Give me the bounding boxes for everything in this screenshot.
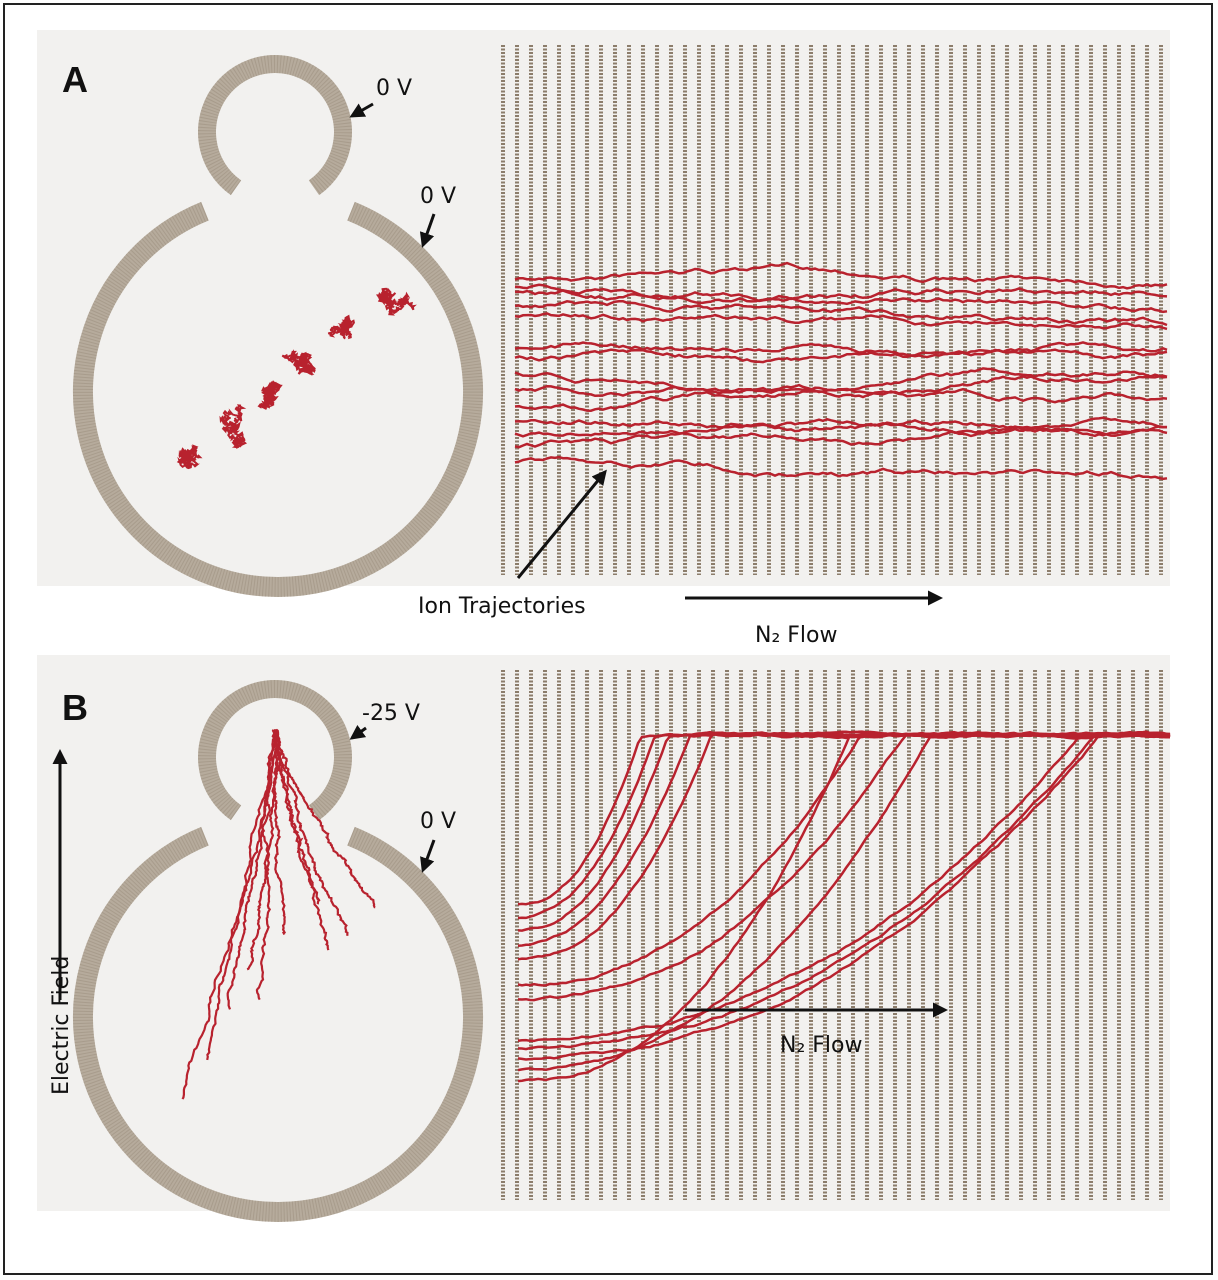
ion-trajectory	[514, 341, 1168, 364]
arrows	[52, 102, 948, 1018]
cap-electrode	[198, 55, 352, 196]
outer-electrode-texture	[73, 826, 483, 1222]
ion-trajectory	[514, 374, 1168, 412]
panel-b-bg	[37, 655, 1170, 1211]
ion-trajectory	[514, 283, 1168, 314]
ion-trajectory	[514, 455, 1168, 481]
ion-trajectory	[514, 383, 1168, 404]
ion-trajectory	[255, 729, 280, 1001]
arrow	[349, 102, 374, 118]
ion-trajectory	[272, 729, 287, 935]
voltage-label: 0 V	[420, 809, 456, 834]
arrow	[420, 839, 436, 873]
ion-trajectory	[517, 731, 1171, 1083]
ion-trajectory	[226, 729, 279, 1010]
ion-trajectory	[514, 261, 1168, 290]
ion-trajectory	[517, 731, 1171, 1051]
ion-trajectory	[176, 444, 203, 470]
ion-trajectory	[517, 733, 1171, 1043]
ion-trajectory	[514, 299, 1168, 327]
arrow	[419, 213, 436, 248]
ion-trajectory	[206, 729, 277, 1061]
ion-trajectory	[257, 380, 283, 410]
ion-trajectory	[514, 312, 1168, 331]
annotation: Ion Trajectories	[418, 594, 586, 619]
ion-trajectory	[514, 417, 1168, 449]
ion-trajectory	[514, 287, 1168, 305]
panel-label: A	[62, 59, 88, 100]
ion-trajectory	[375, 287, 417, 316]
cap-electrode-texture	[198, 680, 352, 821]
ion-trajectory	[514, 416, 1168, 433]
ion-trajectory	[274, 729, 330, 951]
outer-electrode	[73, 826, 483, 1222]
panel-label: B	[62, 687, 88, 728]
ion-trajectory	[327, 314, 355, 340]
ion-trajectory	[514, 341, 1168, 360]
outer-electrode-texture	[73, 201, 483, 597]
ion-trajectory	[246, 729, 278, 971]
arrow	[516, 469, 607, 579]
ion-trajectory	[281, 349, 317, 376]
voltage-label: 0 V	[376, 76, 412, 101]
flow-label: N₂ Flow	[780, 1033, 863, 1058]
ion-trajectory	[517, 731, 1171, 1002]
ion-trajectory	[219, 404, 248, 449]
ion-trajectory	[514, 425, 1168, 446]
voltage-label: 0 V	[420, 184, 456, 209]
voltage-label: -25 V	[362, 701, 420, 726]
flow-label: N₂ Flow	[755, 623, 838, 648]
ion-trajectory	[275, 728, 349, 936]
drawing	[73, 45, 1171, 1222]
outer-electrode	[73, 201, 483, 597]
cap-electrode	[198, 680, 352, 821]
panel-a-bg	[37, 30, 1170, 586]
ion-trajectory	[275, 728, 376, 909]
cap-electrode-texture	[198, 55, 352, 196]
arrow	[349, 724, 367, 740]
